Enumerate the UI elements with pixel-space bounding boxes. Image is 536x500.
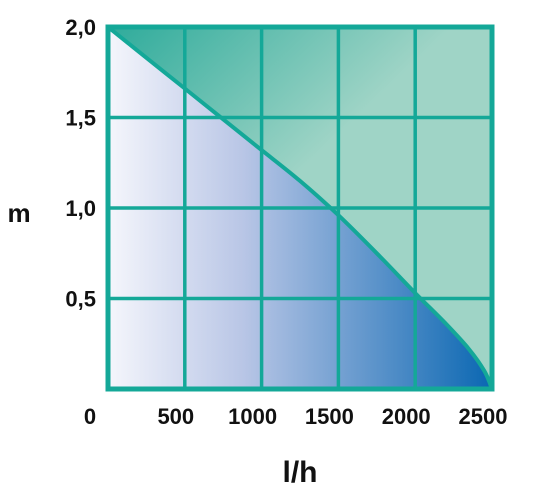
y-tick-label: 1,5 [65, 106, 96, 131]
y-tick-label: 0,5 [65, 287, 96, 312]
plot-area [105, 24, 495, 392]
x-tick-label: 0 [84, 404, 96, 429]
x-tick-label: 2500 [459, 404, 508, 429]
performance-curve [106, 25, 494, 390]
plot-frame [105, 24, 495, 392]
x-tick-label: 2000 [382, 404, 431, 429]
y-axis-ticks: 0,5 1,0 1,5 2,0 [65, 15, 96, 312]
y-tick-label: 1,0 [65, 196, 96, 221]
x-tick-label: 1000 [228, 404, 277, 429]
x-axis-label: l/h [283, 456, 318, 489]
x-axis-ticks: 0 500 1000 1500 2000 2500 [84, 404, 508, 429]
y-axis-label: m [7, 198, 30, 228]
y-tick-label: 2,0 [65, 15, 96, 40]
x-tick-label: 500 [157, 404, 194, 429]
x-tick-label: 1500 [305, 404, 354, 429]
